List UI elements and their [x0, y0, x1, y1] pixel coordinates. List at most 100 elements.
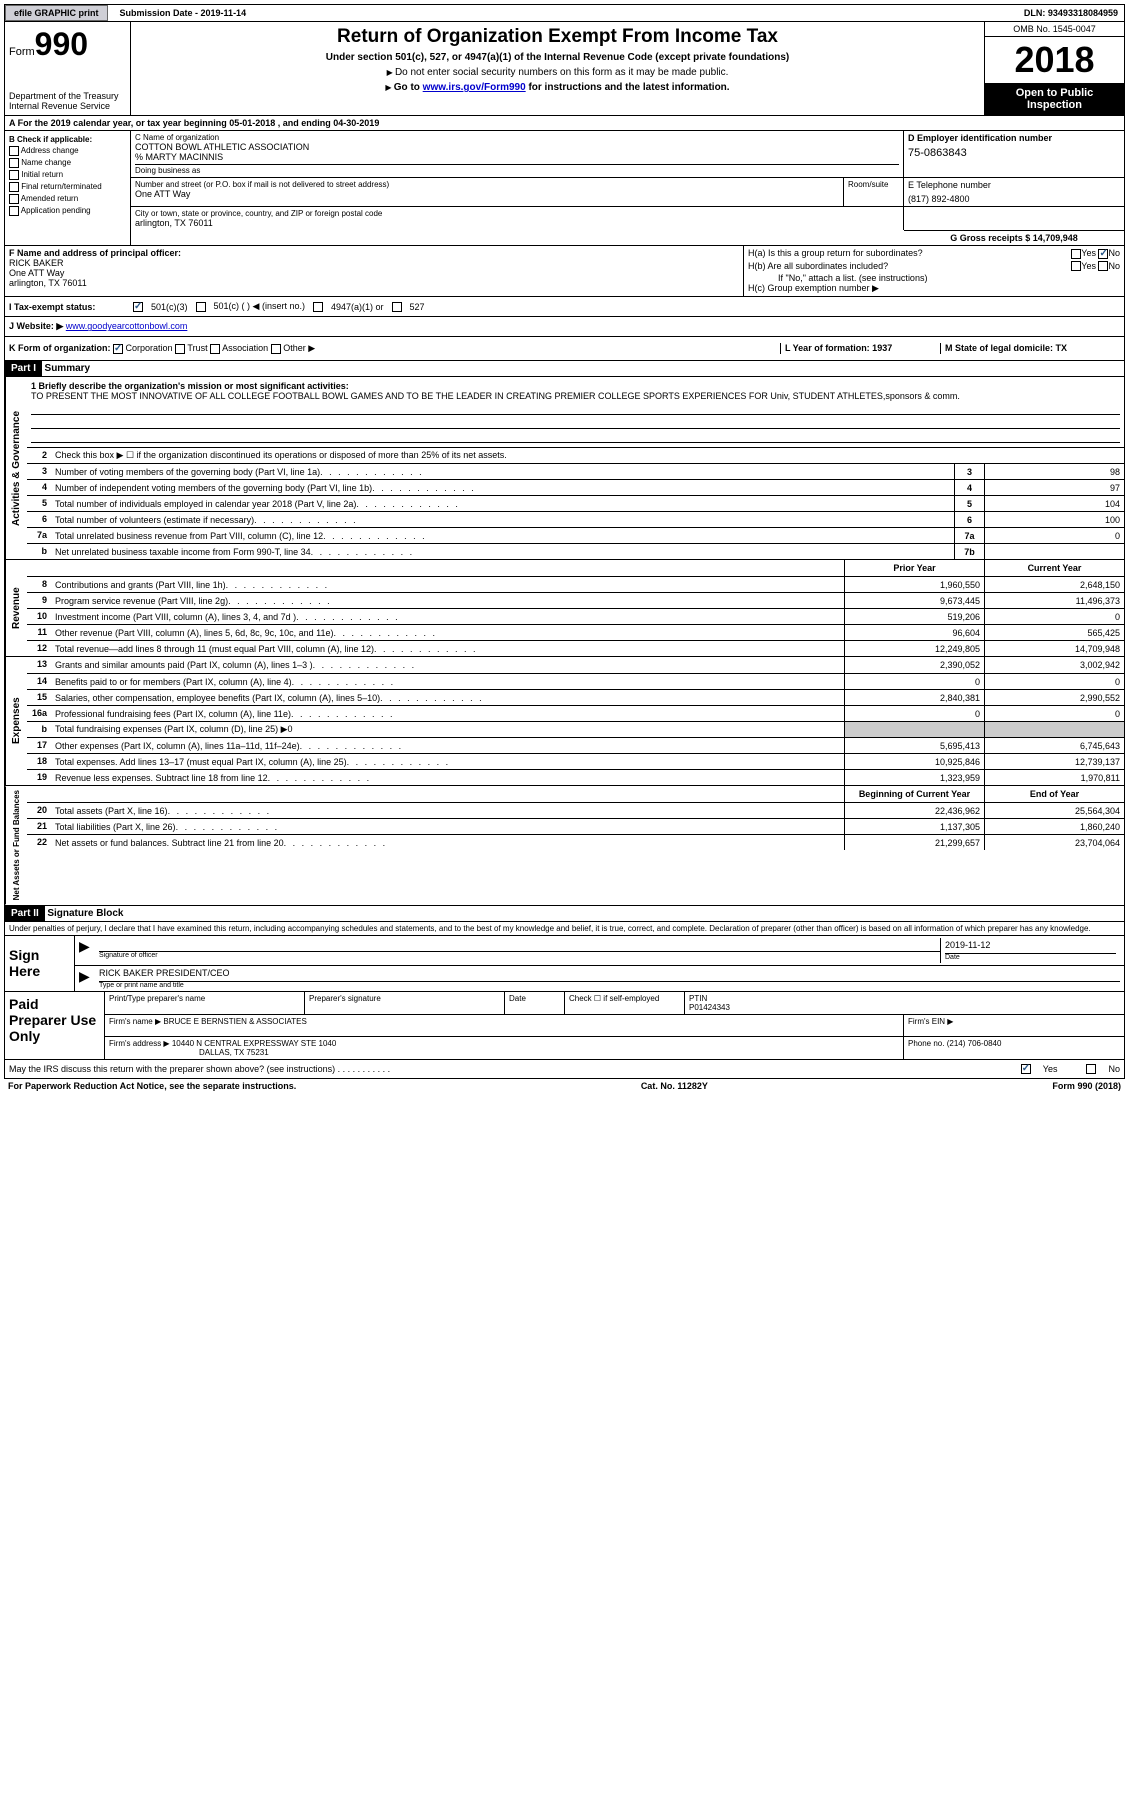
hb-yes-checkbox[interactable] [1071, 261, 1081, 271]
ptin-label: PTIN [689, 994, 1120, 1003]
527-checkbox[interactable] [392, 302, 402, 312]
tax-year: 2018 [985, 37, 1124, 83]
subtitle-1: Under section 501(c), 527, or 4947(a)(1)… [139, 52, 976, 63]
row-i-tax-status: I Tax-exempt status: 501(c)(3) 501(c) ( … [4, 296, 1125, 317]
colb-checkbox[interactable] [9, 170, 19, 180]
501c-checkbox[interactable] [196, 302, 206, 312]
part-ii-title: Signature Block [47, 908, 123, 919]
prep-sig-header: Preparer's signature [305, 992, 505, 1014]
instructions-link[interactable]: www.irs.gov/Form990 [423, 82, 526, 93]
colb-checkbox[interactable] [9, 206, 19, 216]
ptin-value: P01424343 [689, 1003, 1120, 1012]
care-of: % MARTY MACINNIS [135, 152, 899, 162]
website-link[interactable]: www.goodyearcottonbowl.com [66, 321, 188, 332]
dln: DLN: 93493318084959 [1018, 6, 1124, 20]
prep-date-header: Date [505, 992, 565, 1014]
colb-checkbox[interactable] [9, 194, 19, 204]
officer-addr2: arlington, TX 76011 [9, 278, 739, 288]
discuss-no-checkbox[interactable] [1086, 1064, 1096, 1074]
form-version: Form 990 (2018) [1052, 1081, 1121, 1091]
prior-year-header: Prior Year [844, 560, 984, 576]
corp-checkbox[interactable] [113, 344, 123, 354]
sig-name-label: Type or print name and title [99, 982, 1120, 989]
form-number: Form990 [9, 26, 126, 63]
firm-addr2: DALLAS, TX 75231 [109, 1048, 269, 1057]
officer-label: F Name and address of principal officer: [9, 248, 739, 258]
end-year-header: End of Year [984, 786, 1124, 802]
officer-addr1: One ATT Way [9, 268, 739, 278]
side-expenses: Expenses [5, 657, 27, 785]
gross-receipts: G Gross receipts $ 14,709,948 [904, 230, 1124, 245]
addr-street: One ATT Way [135, 189, 839, 199]
prep-name-header: Print/Type preparer's name [105, 992, 305, 1014]
efile-button[interactable]: efile GRAPHIC print [5, 5, 108, 21]
part-i-header: Part I [5, 361, 42, 376]
website-label: J Website: ▶ [9, 321, 63, 332]
firm-name-label: Firm's name ▶ [109, 1017, 161, 1026]
firm-addr-label: Firm's address ▶ [109, 1039, 170, 1048]
trust-checkbox[interactable] [175, 344, 185, 354]
year-formation: L Year of formation: 1937 [780, 343, 940, 354]
city-value: arlington, TX 76011 [135, 218, 899, 228]
part-ii-header: Part II [5, 906, 45, 921]
side-revenue: Revenue [5, 560, 27, 656]
form-header: Form990 Department of the Treasury Inter… [4, 22, 1125, 116]
perjury-text: Under penalties of perjury, I declare th… [5, 922, 1124, 935]
discuss-text: May the IRS discuss this return with the… [9, 1064, 390, 1074]
city-label: City or town, state or province, country… [135, 209, 899, 218]
col-b-checkboxes: B Check if applicable: Address change Na… [5, 131, 131, 245]
sig-officer-label: Signature of officer [99, 952, 940, 959]
ha-yes-checkbox[interactable] [1071, 249, 1081, 259]
501c3-checkbox[interactable] [133, 302, 143, 312]
submission-date: Submission Date - 2019-11-14 [112, 6, 255, 20]
hb-label: H(b) Are all subordinates included? [748, 261, 888, 272]
phone-value: (214) 706-0840 [947, 1039, 1002, 1048]
sig-name-value: RICK BAKER PRESIDENT/CEO [99, 968, 1120, 982]
subtitle-3: Go to www.irs.gov/Form990 for instructio… [139, 82, 976, 93]
org-name-label: C Name of organization [135, 133, 899, 142]
discuss-yes-checkbox[interactable] [1021, 1064, 1031, 1074]
side-net-assets: Net Assets or Fund Balances [5, 786, 27, 904]
ein-label: D Employer identification number [908, 133, 1120, 143]
colb-checkbox[interactable] [9, 146, 19, 156]
firm-ein-label: Firm's EIN ▶ [904, 1015, 1124, 1036]
firm-name: BRUCE E BERNSTIEN & ASSOCIATES [163, 1017, 306, 1026]
hc-label: H(c) Group exemption number ▶ [748, 283, 1120, 294]
mission-text: TO PRESENT THE MOST INNOVATIVE OF ALL CO… [31, 391, 1120, 401]
paperwork-notice: For Paperwork Reduction Act Notice, see … [8, 1081, 296, 1091]
firm-addr1: 10440 N CENTRAL EXPRESSWAY STE 1040 [172, 1039, 337, 1048]
4947-checkbox[interactable] [313, 302, 323, 312]
omb-number: OMB No. 1545-0047 [985, 22, 1124, 37]
hb-note: If "No," attach a list. (see instruction… [748, 273, 1120, 283]
assoc-checkbox[interactable] [210, 344, 220, 354]
addr-label: Number and street (or P.O. box if mail i… [135, 180, 839, 189]
part-i-title: Summary [45, 363, 91, 374]
room-label: Room/suite [844, 178, 904, 206]
org-name: COTTON BOWL ATHLETIC ASSOCIATION [135, 142, 899, 152]
phone-label: Phone no. [908, 1039, 944, 1048]
ha-no-checkbox[interactable] [1098, 249, 1108, 259]
colb-checkbox[interactable] [9, 182, 19, 192]
tel-value: (817) 892-4800 [908, 190, 1120, 204]
other-checkbox[interactable] [271, 344, 281, 354]
colb-checkbox[interactable] [9, 158, 19, 168]
dept: Department of the Treasury Internal Reve… [9, 91, 126, 111]
state-domicile: M State of legal domicile: TX [940, 343, 1120, 354]
officer-name: RICK BAKER [9, 258, 739, 268]
subtitle-2: Do not enter social security numbers on … [139, 67, 976, 78]
tel-label: E Telephone number [908, 180, 1120, 190]
sign-here-label: Sign Here [5, 936, 75, 991]
side-governance: Activities & Governance [5, 377, 27, 559]
open-inspection: Open to Public Inspection [985, 83, 1124, 115]
sig-date-label: Date [945, 954, 1116, 961]
row-k-form-org: K Form of organization: Corporation Trus… [9, 343, 780, 354]
row-a-period: A For the 2019 calendar year, or tax yea… [4, 116, 1125, 131]
begin-year-header: Beginning of Current Year [844, 786, 984, 802]
paid-preparer-label: Paid Preparer Use Only [5, 992, 105, 1059]
cat-number: Cat. No. 11282Y [641, 1081, 708, 1091]
current-year-header: Current Year [984, 560, 1124, 576]
top-bar: efile GRAPHIC print Submission Date - 20… [4, 4, 1125, 22]
hb-no-checkbox[interactable] [1098, 261, 1108, 271]
sig-date-value: 2019-11-12 [945, 940, 1116, 954]
mission-label: 1 Briefly describe the organization's mi… [31, 381, 1120, 391]
